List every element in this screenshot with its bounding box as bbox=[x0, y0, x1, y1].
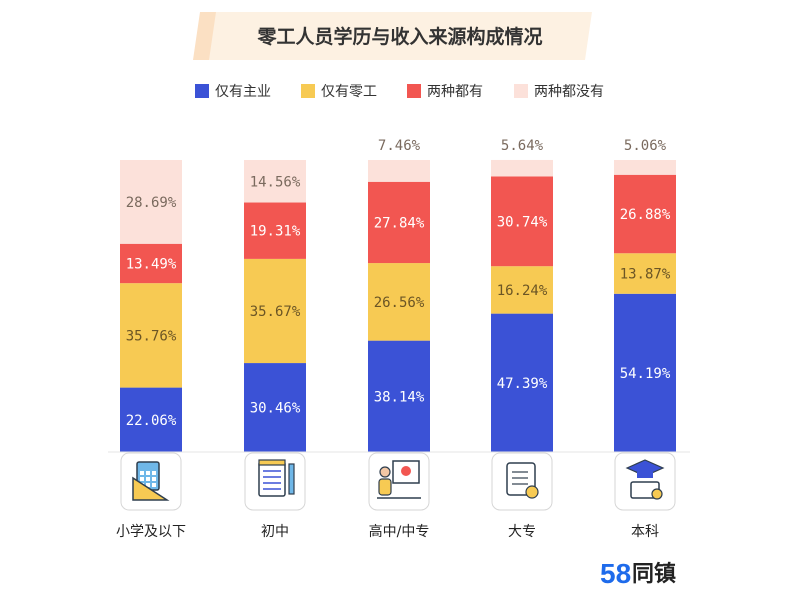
bar-segment-3 bbox=[120, 160, 182, 244]
bar-segment-1 bbox=[614, 253, 676, 294]
data-label: 30.46% bbox=[250, 401, 301, 417]
diploma-scroll-icon bbox=[491, 452, 553, 511]
category-icons bbox=[120, 452, 676, 511]
legend-item-3: 两种都没有 bbox=[514, 84, 604, 100]
bar-segment-1 bbox=[491, 266, 553, 314]
title-banner: 零工人员学历与收入来源构成情况 bbox=[193, 12, 592, 60]
data-label: 47.39% bbox=[497, 376, 548, 392]
data-label: 7.46% bbox=[378, 138, 421, 154]
data-label: 26.56% bbox=[374, 295, 425, 311]
bar-cat-4 bbox=[614, 160, 676, 452]
presentation-board-icon bbox=[368, 452, 430, 511]
data-label: 35.76% bbox=[126, 328, 177, 344]
bar-segment-3 bbox=[491, 159, 553, 177]
bar-segment-3 bbox=[244, 160, 306, 203]
data-label: 38.14% bbox=[374, 389, 425, 405]
bar-segment-0 bbox=[491, 313, 553, 452]
category-label-1: 初中 bbox=[261, 523, 289, 540]
legend-label: 仅有零工 bbox=[321, 84, 377, 100]
bar-cat-1 bbox=[244, 160, 306, 452]
legend-label: 两种都有 bbox=[427, 84, 483, 100]
bar-segment-2 bbox=[244, 202, 306, 259]
chart-title: 零工人员学历与收入来源构成情况 bbox=[256, 25, 542, 48]
data-label: 35.67% bbox=[250, 304, 301, 320]
bar-segment-1 bbox=[244, 258, 306, 364]
legend-label: 两种都没有 bbox=[534, 84, 604, 100]
bar-cat-2 bbox=[368, 160, 430, 452]
calculator-ruler-icon bbox=[120, 452, 182, 511]
brand-logo: 58 同镇 bbox=[600, 558, 676, 589]
legend-item-2: 两种都有 bbox=[407, 84, 483, 100]
top-labels: 7.46% 5.64% 5.06% bbox=[378, 138, 667, 154]
category-label-0: 小学及以下 bbox=[116, 524, 186, 540]
segment-labels: 22.06% 35.76% 13.49% 28.69% 30.46% 35.67% 19.3… bbox=[126, 174, 671, 429]
data-label: 14.56% bbox=[250, 174, 301, 190]
data-label: 19.31% bbox=[250, 224, 301, 240]
bar-segment-2 bbox=[368, 181, 430, 264]
category-label-4: 本科 bbox=[631, 524, 659, 540]
data-label: 5.64% bbox=[501, 138, 544, 154]
bar-segment-0 bbox=[614, 293, 676, 452]
data-label: 16.24% bbox=[497, 283, 548, 299]
bar-segment-1 bbox=[120, 283, 182, 388]
graduation-cap-certificate-icon bbox=[614, 452, 676, 511]
legend-item-1: 仅有零工 bbox=[301, 84, 377, 100]
legend: 仅有主业 仅有零工 两种都有 两种都没有 bbox=[195, 84, 604, 100]
category-labels: 小学及以下 初中 高中/中专 大专 本科 bbox=[116, 523, 659, 540]
bar-segment-2 bbox=[491, 176, 553, 267]
legend-swatch bbox=[195, 84, 209, 98]
data-label: 54.19% bbox=[620, 366, 671, 382]
bar-segment-0 bbox=[244, 363, 306, 452]
brand-number: 58 bbox=[600, 558, 631, 589]
legend-swatch bbox=[514, 84, 528, 98]
data-label: 5.06% bbox=[624, 138, 667, 154]
data-label: 30.74% bbox=[497, 214, 548, 230]
bar-segment-0 bbox=[368, 340, 430, 452]
legend-item-0: 仅有主业 bbox=[195, 84, 271, 100]
bar-cat-0 bbox=[120, 160, 182, 452]
bar-segment-0 bbox=[120, 387, 182, 452]
bar-cat-3 bbox=[491, 159, 553, 452]
brand-text: 同镇 bbox=[632, 562, 676, 587]
category-label-3: 大专 bbox=[508, 524, 536, 540]
data-label: 27.84% bbox=[374, 215, 425, 231]
legend-label: 仅有主业 bbox=[215, 84, 271, 100]
data-label: 22.06% bbox=[126, 413, 177, 429]
bar-segment-1 bbox=[368, 263, 430, 341]
data-label: 28.69% bbox=[126, 195, 177, 211]
legend-swatch bbox=[301, 84, 315, 98]
bars bbox=[120, 159, 676, 452]
notepad-pen-icon bbox=[244, 452, 306, 511]
data-label: 13.87% bbox=[620, 267, 671, 283]
bar-segment-2 bbox=[614, 174, 676, 254]
bar-segment-2 bbox=[120, 243, 182, 284]
legend-swatch bbox=[407, 84, 421, 98]
data-label: 13.49% bbox=[126, 256, 177, 272]
data-label: 26.88% bbox=[620, 207, 671, 223]
bar-segment-3 bbox=[614, 160, 676, 175]
bar-segment-3 bbox=[368, 160, 430, 182]
category-label-2: 高中/中专 bbox=[369, 523, 430, 540]
